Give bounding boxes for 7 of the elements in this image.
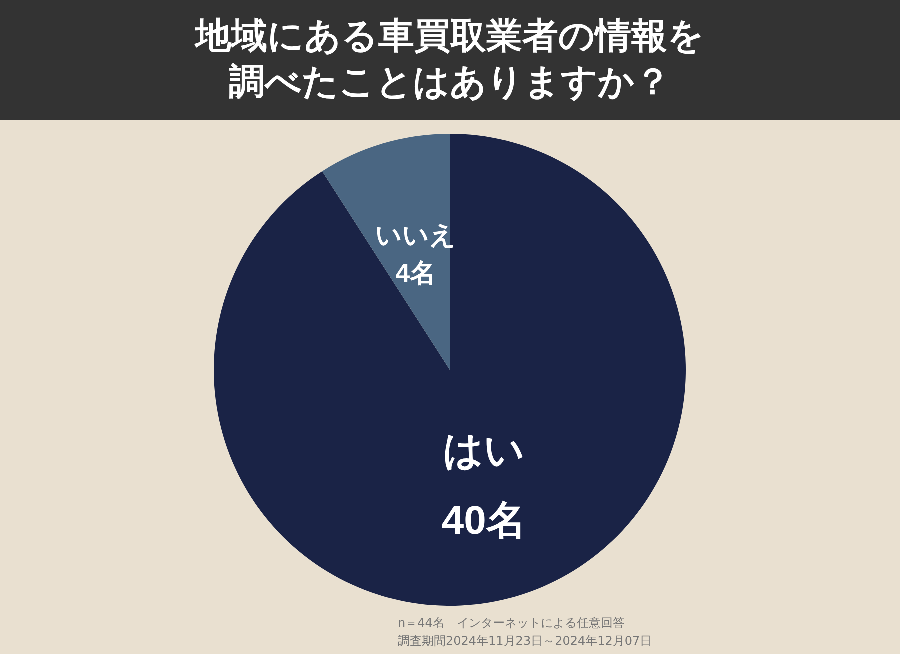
data-label: 4名 [396,258,436,288]
text: n＝44名 インターネットによる任意回答 [398,615,626,632]
data-label: 40名 [442,499,526,544]
slice-label: はい [443,429,526,474]
chart-title: 地域にある車買取業者の情報を調べたことはありますか？ [194,15,706,105]
slice-label: いいえ [375,220,456,250]
text: 調査期間2024年11月23日～2024年12月07日 [398,633,652,650]
